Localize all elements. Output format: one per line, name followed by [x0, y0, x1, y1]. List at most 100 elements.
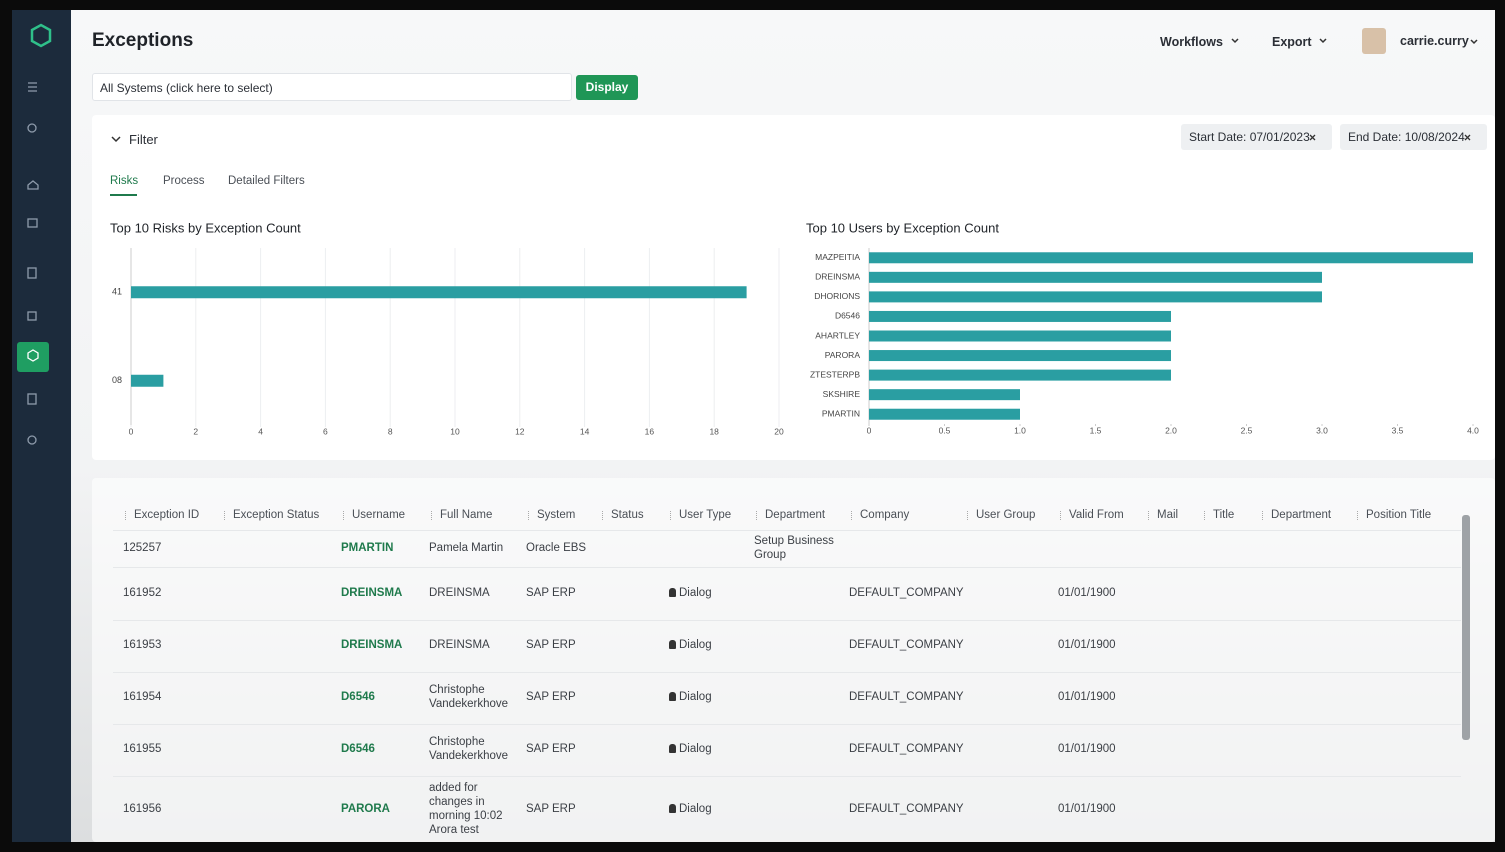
cell: DEFAULT_COMPANY — [849, 638, 957, 652]
sort-icon[interactable] — [851, 511, 856, 520]
column-header[interactable]: Company — [860, 509, 909, 521]
sort-icon[interactable] — [343, 511, 348, 520]
sort-icon[interactable] — [756, 511, 761, 520]
row-separator — [113, 672, 1461, 673]
sort-icon[interactable] — [224, 511, 229, 520]
cell: Christophe Vandekerkhove — [429, 683, 518, 711]
sort-icon[interactable] — [1148, 511, 1153, 520]
column-header[interactable]: System — [537, 509, 575, 521]
sort-icon[interactable] — [125, 511, 130, 520]
cell: DREINSMA — [429, 638, 518, 652]
cell: 161956 — [123, 802, 214, 816]
active-nav[interactable] — [17, 342, 49, 372]
chip-close-icons[interactable] — [1308, 133, 1478, 143]
sort-icon[interactable] — [967, 511, 972, 520]
cell: Christophe Vandekerkhove — [429, 735, 518, 763]
user-name[interactable]: carrie.curry — [1400, 34, 1469, 48]
column-header[interactable]: Username — [352, 509, 405, 521]
column-header[interactable]: User Type — [679, 509, 731, 521]
cell: 125257 — [123, 541, 214, 555]
cell: SAP ERP — [526, 638, 592, 652]
user-icon — [669, 640, 676, 649]
column-header[interactable]: Exception ID — [134, 509, 199, 521]
cell: SAP ERP — [526, 586, 592, 600]
tab-active[interactable]: Risks — [110, 175, 138, 187]
column-header[interactable]: Mail — [1157, 509, 1178, 521]
username-link[interactable]: DREINSMA — [341, 586, 421, 600]
settings-icon[interactable] — [28, 436, 36, 444]
system-select[interactable]: All Systems (click here to select) — [92, 73, 572, 101]
username-link[interactable]: D6546 — [341, 742, 421, 756]
column-header[interactable]: Department — [765, 509, 825, 521]
user-icon — [669, 692, 676, 701]
filter-panel — [92, 115, 1495, 460]
row-separator — [113, 620, 1461, 621]
column-header[interactable]: Title — [1213, 509, 1234, 521]
cell: Oracle EBS — [526, 541, 592, 555]
cell: SAP ERP — [526, 742, 592, 756]
cell: Dialog — [679, 690, 757, 704]
sidebar — [12, 10, 71, 842]
cell: added for changes in morning 10:02 Arora… — [429, 781, 518, 837]
cell: 01/01/1900 — [1058, 638, 1138, 652]
cell: DEFAULT_COMPANY — [849, 586, 957, 600]
username-link[interactable]: PARORA — [341, 802, 421, 816]
cell: DEFAULT_COMPANY — [849, 802, 957, 816]
column-header[interactable]: Position Title — [1366, 509, 1431, 521]
lock-icon[interactable] — [28, 312, 36, 320]
chevrons — [1231, 36, 1331, 50]
logo — [32, 25, 50, 46]
sort-icon[interactable] — [431, 511, 436, 520]
nav-workflows[interactable]: Workflows — [1160, 35, 1223, 49]
cell: DEFAULT_COMPANY — [849, 742, 957, 756]
cell: 161955 — [123, 742, 214, 756]
cell: SAP ERP — [526, 802, 592, 816]
scrollbar[interactable] — [1462, 515, 1470, 740]
user-icon — [669, 804, 676, 813]
tab[interactable]: Process — [163, 175, 205, 187]
display-button[interactable]: Display — [576, 75, 638, 100]
cell: Setup Business Group — [754, 534, 841, 562]
list-icon[interactable] — [28, 394, 36, 404]
cell: Dialog — [679, 586, 757, 600]
filter-label[interactable]: Filter — [129, 132, 158, 147]
sort-icon[interactable] — [1060, 511, 1065, 520]
column-header[interactable]: Department — [1271, 509, 1331, 521]
user-chevron — [1470, 37, 1480, 47]
column-header[interactable]: User Group — [976, 509, 1035, 521]
cell: 161954 — [123, 690, 214, 704]
sort-icon[interactable] — [602, 511, 607, 520]
sort-icon[interactable] — [528, 511, 533, 520]
sidebar-icons — [12, 10, 71, 842]
sort-icon[interactable] — [670, 511, 675, 520]
page-title: Exceptions — [92, 30, 193, 52]
cell: 01/01/1900 — [1058, 586, 1138, 600]
username-link[interactable]: D6546 — [341, 690, 421, 704]
username-link[interactable]: PMARTIN — [341, 541, 421, 555]
sort-icon[interactable] — [1262, 511, 1267, 520]
row-separator — [113, 530, 1461, 531]
cell: DREINSMA — [429, 586, 518, 600]
user-icon — [669, 588, 676, 597]
menu-icon[interactable] — [28, 83, 37, 91]
home-icon[interactable] — [28, 181, 38, 189]
inbox-icon[interactable] — [28, 219, 37, 227]
doc-icon[interactable] — [28, 268, 36, 278]
username-link[interactable]: DREINSMA — [341, 638, 421, 652]
sort-icon[interactable] — [1204, 511, 1209, 520]
column-header[interactable]: Full Name — [440, 509, 492, 521]
column-header[interactable]: Exception Status — [233, 509, 319, 521]
tab[interactable]: Detailed Filters — [228, 175, 305, 187]
cell: Dialog — [679, 802, 757, 816]
column-header[interactable]: Valid From — [1069, 509, 1124, 521]
avatar[interactable] — [1362, 28, 1386, 54]
cell: 01/01/1900 — [1058, 802, 1138, 816]
cell: 01/01/1900 — [1058, 742, 1138, 756]
user-icon — [669, 744, 676, 753]
cell: SAP ERP — [526, 690, 592, 704]
cell: 161953 — [123, 638, 214, 652]
sort-icon[interactable] — [1357, 511, 1362, 520]
search-icon[interactable] — [28, 124, 36, 132]
column-header[interactable]: Status — [611, 509, 644, 521]
filter-chevron[interactable] — [111, 135, 121, 143]
